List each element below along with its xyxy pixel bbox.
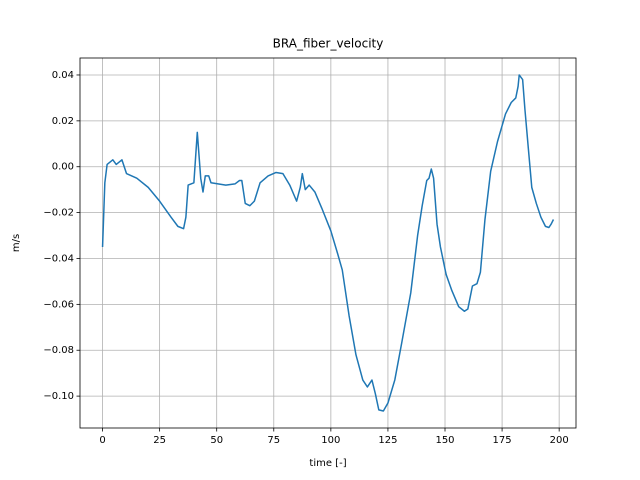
x-axis-label: time [-]: [309, 458, 346, 469]
y-axis-label: m/s: [11, 234, 22, 252]
y-tick-label: −0.06: [43, 299, 74, 310]
y-tick-label: 0.02: [52, 116, 74, 127]
y-tick-label: −0.02: [43, 208, 74, 219]
data-line: [101, 74, 555, 412]
x-tick-label: 50: [210, 435, 223, 446]
plot-frame: [79, 57, 577, 429]
x-tick-label: 75: [267, 435, 280, 446]
y-tick-label: 0.04: [52, 70, 74, 81]
x-tick-label: 25: [153, 435, 166, 446]
y-tick-label: 0.00: [52, 162, 74, 173]
x-tick-label: 175: [493, 435, 512, 446]
x-tick-label: 100: [321, 435, 340, 446]
x-tick-label: 0: [99, 435, 105, 446]
y-tick-label: −0.04: [43, 253, 74, 264]
x-tick-label: 125: [378, 435, 397, 446]
chart-title: BRA_fiber_velocity: [273, 37, 384, 51]
y-tick-label: −0.10: [43, 391, 74, 402]
x-tick-label: 200: [550, 435, 569, 446]
y-tick-label: −0.08: [43, 345, 74, 356]
x-tick-label: 150: [435, 435, 454, 446]
